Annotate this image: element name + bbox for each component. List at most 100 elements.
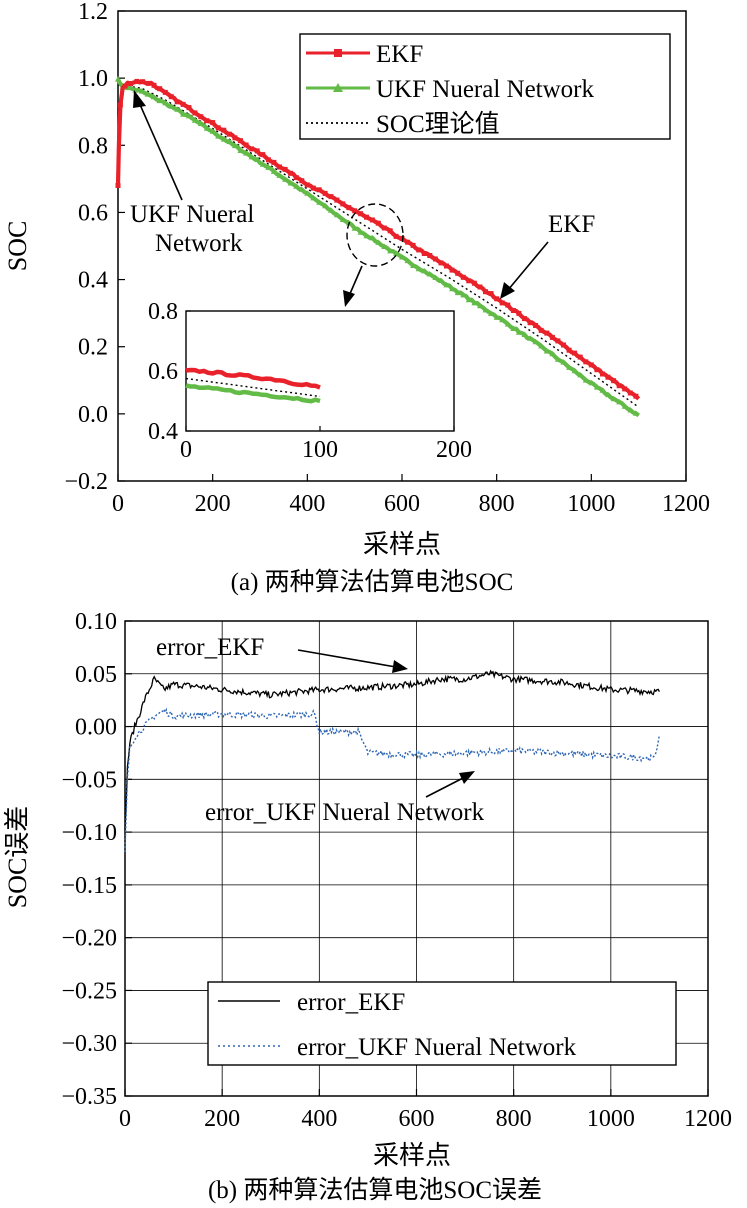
legend-a-ukf-marker [333, 83, 343, 92]
ekf-marker [416, 247, 422, 253]
chart-b-annotation-ukf-arrow [425, 776, 466, 798]
ekf-marker [522, 316, 527, 322]
ekf-marker [192, 110, 198, 116]
ekf-marker [215, 125, 221, 131]
ekf-marker [186, 105, 192, 111]
ekf-marker [226, 131, 232, 137]
ekf-marker [358, 211, 364, 217]
ekf-marker [210, 120, 216, 126]
ekf-marker [174, 99, 180, 105]
ekf-marker [375, 220, 381, 226]
chart-b: 0 200 400 600 800 1000 1200 0.10 0.05 0.00 −0.05 −0… [3, 609, 732, 1204]
inset-series-ukf-line [185, 383, 321, 404]
ekf-marker [304, 182, 310, 188]
ukf-marker [168, 103, 175, 109]
chart-a-zoom-arrow [348, 265, 363, 297]
series-error-ukf-line [124, 707, 661, 853]
ukf-marker [627, 407, 634, 413]
ukf-marker [493, 314, 500, 320]
y-tick-label: 0.2 [78, 335, 108, 361]
ekf-marker [232, 135, 238, 141]
ukf-marker [571, 367, 578, 374]
ukf-marker [426, 271, 433, 277]
ukf-marker [632, 410, 639, 416]
ekf-marker [488, 291, 494, 297]
ukf-marker [126, 84, 132, 91]
ukf-marker [616, 398, 623, 405]
ukf-marker [549, 350, 556, 357]
ukf-marker [443, 281, 450, 288]
ekf-marker [198, 114, 204, 120]
ukf-marker [180, 111, 187, 117]
ukf-marker [298, 186, 305, 192]
ekf-marker [157, 86, 163, 92]
chart-a-legend: EKF UKF Nueral Network SOC理论值 [299, 33, 671, 140]
ekf-marker [483, 289, 488, 295]
ekf-marker [271, 159, 277, 165]
ekf-marker [533, 323, 539, 328]
ekf-marker [277, 164, 282, 170]
ekf-marker [140, 79, 146, 85]
ukf-marker [482, 306, 489, 313]
ukf-marker [287, 180, 294, 186]
ukf-marker [438, 277, 444, 283]
x-tick-label: 0 [119, 1106, 131, 1132]
ekf-marker [583, 359, 589, 365]
chart-b-ylabel: SOC误差 [3, 806, 32, 909]
ekf-marker [204, 118, 210, 124]
ekf-marker [561, 342, 566, 348]
ekf-marker [611, 378, 617, 384]
ukf-marker [162, 99, 169, 106]
y-tick-label: 0.4 [148, 419, 178, 445]
ukf-marker [293, 183, 300, 189]
chart-a-annotation-ekf: EKF [548, 211, 595, 238]
ekf-marker [555, 338, 561, 344]
y-tick-label: 0.00 [75, 715, 117, 741]
ukf-marker [144, 91, 151, 97]
chart-a-annotation-ukf-arrowhead [133, 90, 146, 108]
ukf-marker [156, 97, 163, 104]
ukf-marker [215, 133, 222, 139]
ekf-marker [364, 214, 369, 220]
ekf-marker [316, 187, 322, 193]
ekf-marker [134, 78, 140, 84]
ukf-marker [577, 371, 584, 378]
chart-a-inset-series [185, 367, 321, 404]
ukf-marker [421, 267, 428, 274]
ukf-marker [527, 335, 534, 341]
ukf-marker [499, 316, 506, 323]
ekf-marker [544, 330, 550, 336]
ekf-marker [369, 217, 375, 223]
ekf-marker [405, 239, 411, 245]
ukf-marker [449, 285, 456, 292]
ekf-marker [128, 81, 134, 87]
x-tick-label: 1000 [587, 1106, 635, 1132]
ukf-marker [532, 338, 539, 345]
y-tick-label: 0.10 [75, 609, 117, 635]
ukf-marker [276, 172, 283, 178]
ekf-marker [265, 157, 271, 163]
ukf-marker [621, 403, 628, 409]
ukf-marker [566, 364, 573, 370]
ekf-marker [505, 302, 511, 308]
chart-a-zoom-arrowhead [343, 290, 355, 307]
chart-b-caption: (b) 两种算法估算电池SOC误差 [208, 1176, 542, 1204]
chart-a-annotation-ukf-line2: Network [155, 230, 243, 257]
ukf-marker [554, 356, 561, 362]
chart-a-xlabel: 采样点 [363, 530, 441, 559]
ekf-marker [588, 362, 594, 368]
chart-a-series [115, 76, 641, 418]
y-tick-label: −0.20 [61, 926, 117, 952]
ukf-marker [504, 321, 511, 327]
chart-b-axes: 0 200 400 600 800 1000 1200 0.10 0.05 0.00 −0.05 −0… [61, 609, 732, 1132]
ukf-marker [339, 216, 346, 222]
chart-a-axes: 0 200 400 600 800 1000 12001.21.00.80.60.40.20… [64, 0, 710, 517]
ekf-marker [381, 225, 387, 231]
y-tick-label: 0.8 [148, 299, 178, 325]
ekf-marker [293, 175, 299, 181]
ekf-marker [421, 251, 427, 256]
ukf-marker [220, 136, 227, 142]
ukf-marker [599, 387, 606, 393]
ekf-marker [145, 80, 151, 86]
